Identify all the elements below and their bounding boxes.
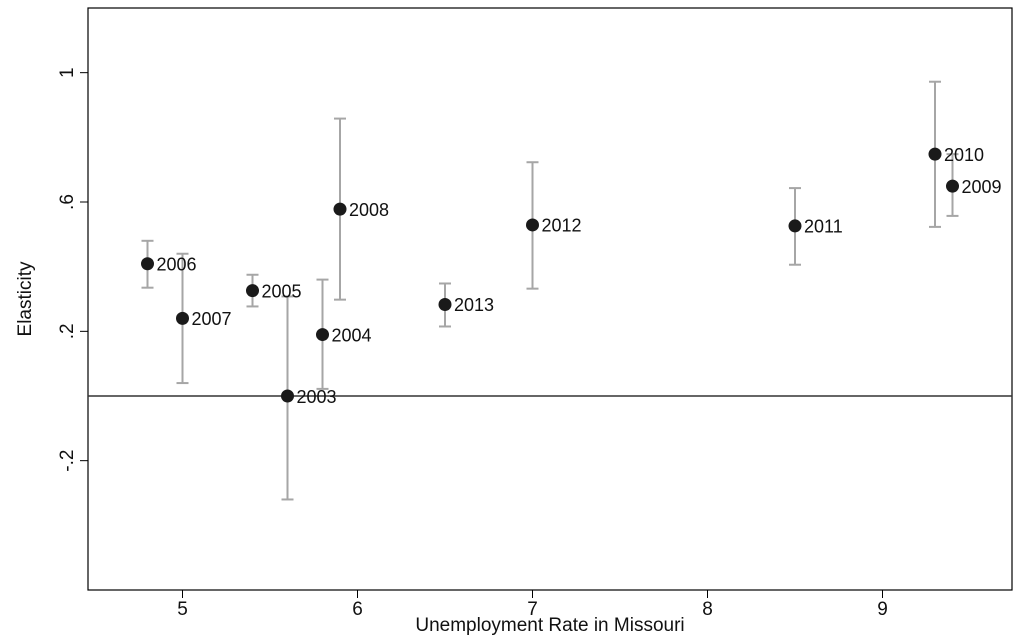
- x-tick-label: 9: [877, 599, 888, 620]
- y-tick-label: 1: [57, 67, 78, 78]
- point-label: 2011: [804, 217, 843, 237]
- x-tick-label: 7: [527, 599, 538, 620]
- x-axis-title: Unemployment Rate in Missouri: [415, 615, 684, 636]
- y-axis-title: Elasticity: [15, 261, 36, 336]
- point-label: 2004: [332, 325, 372, 345]
- point-label: 2005: [262, 281, 302, 301]
- point: [438, 297, 452, 311]
- point-label: 2009: [962, 177, 1002, 197]
- x-tick-label: 5: [177, 599, 188, 620]
- point-label: 2003: [297, 387, 337, 407]
- point: [141, 257, 154, 271]
- point-label: 2010: [944, 145, 984, 165]
- x-tick-label: 8: [702, 599, 713, 620]
- y-tick-label: .6: [57, 194, 78, 210]
- plot-frame: [87, 7, 1013, 591]
- point: [316, 328, 329, 342]
- point: [788, 219, 802, 233]
- point-label: 2013: [454, 295, 494, 315]
- point: [946, 179, 959, 193]
- point-label: 2008: [349, 200, 389, 220]
- point: [246, 284, 259, 298]
- point: [928, 147, 942, 161]
- y-tick-label: .2: [57, 323, 78, 339]
- point-label: 2007: [192, 309, 232, 329]
- point: [176, 311, 189, 325]
- x-tick-label: 6: [352, 599, 363, 620]
- y-tick-label: -.2: [57, 450, 78, 472]
- point: [526, 218, 539, 232]
- point: [333, 202, 347, 216]
- point-label: 2006: [157, 255, 197, 275]
- point-label: 2012: [542, 216, 582, 236]
- point: [281, 389, 294, 403]
